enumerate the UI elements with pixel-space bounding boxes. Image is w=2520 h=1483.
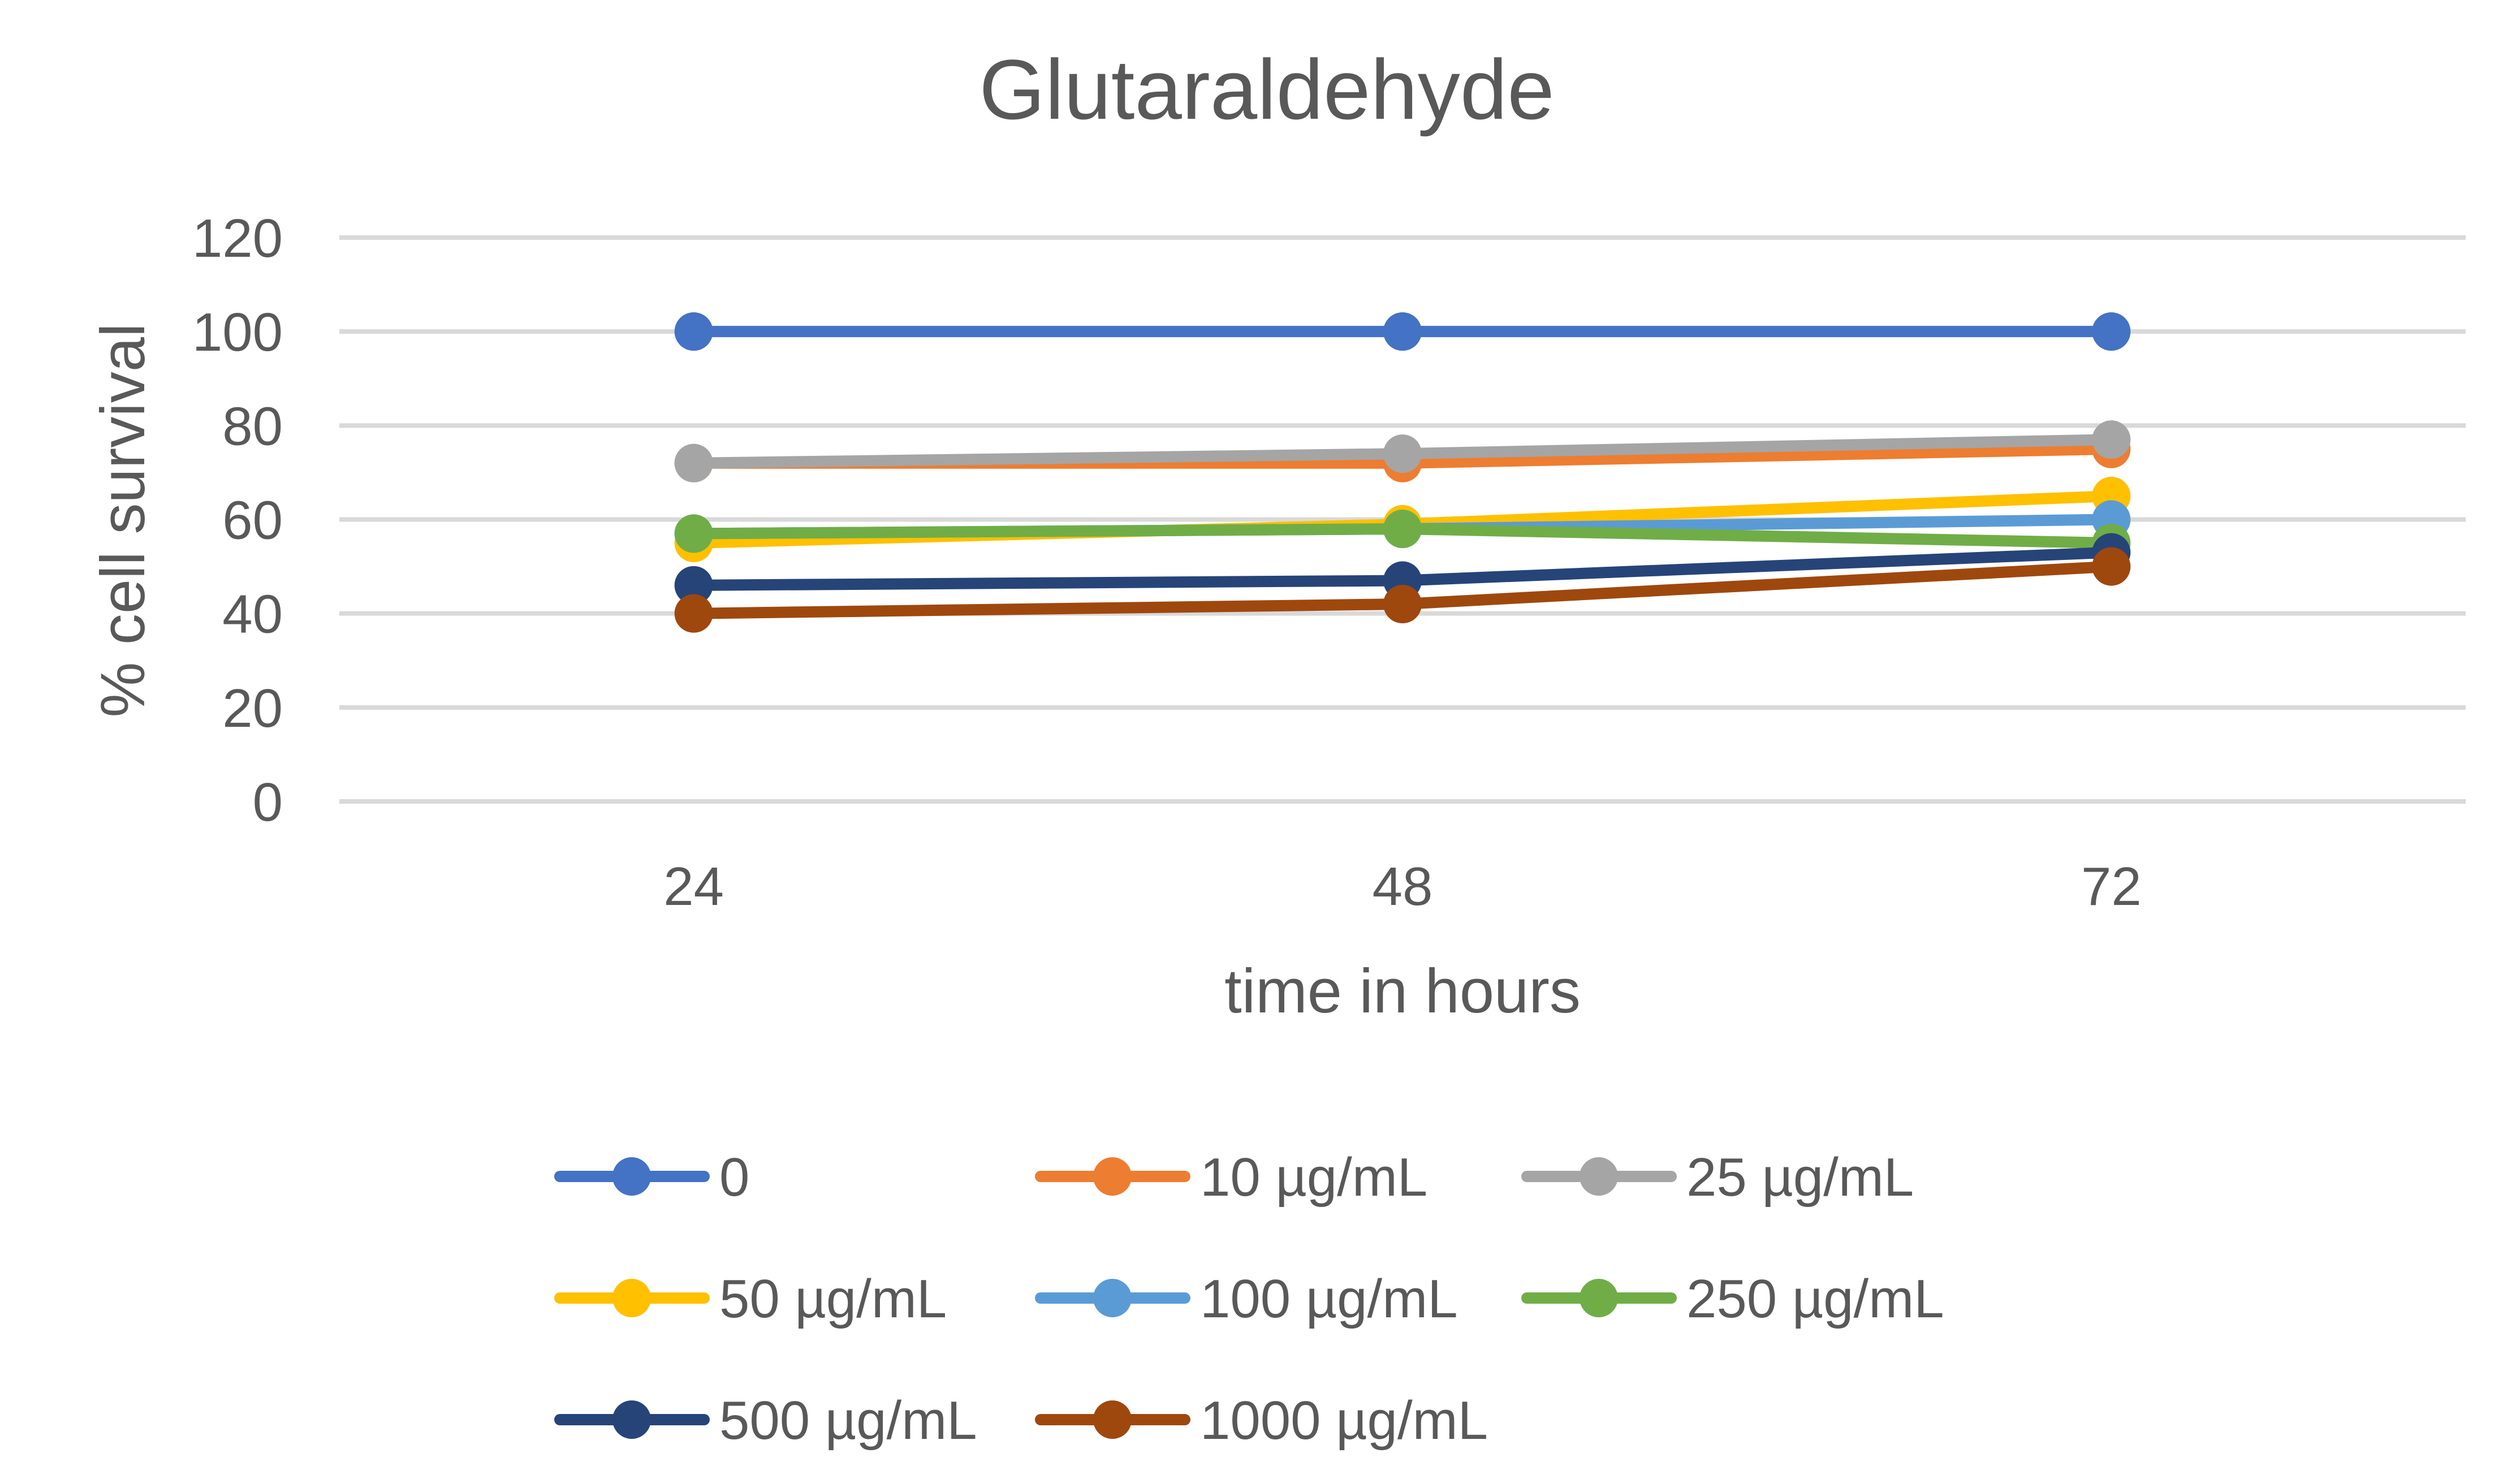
x-tick-label: 48	[1373, 856, 1433, 917]
y-tick-label: 100	[192, 302, 283, 363]
legend-label: 10 µg/mL	[1200, 1147, 1427, 1208]
y-tick-label: 0	[253, 772, 283, 833]
legend-label: 50 µg/mL	[719, 1269, 947, 1329]
y-tick-label: 80	[222, 396, 283, 456]
data-point	[674, 566, 713, 605]
legend-label: 100 µg/mL	[1200, 1269, 1458, 1329]
y-axis-title: % cell survival	[88, 324, 158, 718]
legend-item: 10 µg/mL	[1035, 1147, 1427, 1208]
legend-swatch-marker	[1580, 1157, 1618, 1196]
legend-item: 500 µg/mL	[554, 1390, 977, 1451]
data-point	[1383, 312, 1422, 351]
legend-item: 50 µg/mL	[554, 1269, 947, 1329]
legend-item: 25 µg/mL	[1521, 1147, 1914, 1208]
legend-swatch-marker	[612, 1157, 651, 1196]
x-tick-label: 72	[2081, 856, 2142, 917]
legend-label: 250 µg/mL	[1686, 1269, 1944, 1329]
y-tick-label: 120	[192, 208, 283, 269]
data-point	[674, 443, 713, 482]
legend-item: 100 µg/mL	[1035, 1269, 1458, 1329]
legend-swatch-marker	[1093, 1279, 1132, 1317]
x-axis-ticks: 24 48 72	[663, 856, 2141, 917]
legend-item: 250 µg/mL	[1521, 1269, 1944, 1329]
data-point	[674, 594, 713, 633]
data-point	[2092, 312, 2131, 351]
legend: 0 10 µg/mL 25 µg/mL 50 µg/mL 100 µg/mL 250 µg…	[554, 1147, 1944, 1451]
data-point	[1383, 434, 1422, 473]
data-point	[1383, 510, 1422, 549]
data-point	[1383, 585, 1422, 624]
x-tick-label: 24	[663, 856, 724, 917]
legend-swatch-marker	[1093, 1400, 1132, 1439]
legend-item: 0	[554, 1147, 749, 1208]
y-tick-label: 60	[222, 490, 283, 551]
x-axis-title: time in hours	[1224, 956, 1581, 1026]
data-point	[674, 514, 713, 553]
legend-swatch-marker	[1580, 1279, 1618, 1317]
data-point	[2092, 420, 2131, 459]
series-1	[674, 312, 2131, 351]
legend-item: 1000 µg/mL	[1035, 1390, 1488, 1451]
series-3	[674, 420, 2131, 482]
legend-label: 25 µg/mL	[1686, 1147, 1914, 1208]
legend-swatch-marker	[1093, 1157, 1132, 1196]
series-8	[674, 547, 2131, 633]
legend-label: 0	[719, 1147, 749, 1208]
y-tick-label: 40	[222, 584, 283, 645]
series-lines	[674, 312, 2131, 633]
data-point	[674, 312, 713, 351]
legend-swatch-marker	[612, 1400, 651, 1439]
legend-label: 1000 µg/mL	[1200, 1390, 1488, 1451]
chart-title: Glutaraldehyde	[979, 42, 1554, 137]
y-axis-ticks: 0 20 40 60 80 100 120	[192, 208, 283, 833]
data-point	[2092, 547, 2131, 586]
legend-swatch-marker	[612, 1279, 651, 1317]
y-tick-label: 20	[222, 678, 283, 739]
legend-label: 500 µg/mL	[719, 1390, 977, 1451]
